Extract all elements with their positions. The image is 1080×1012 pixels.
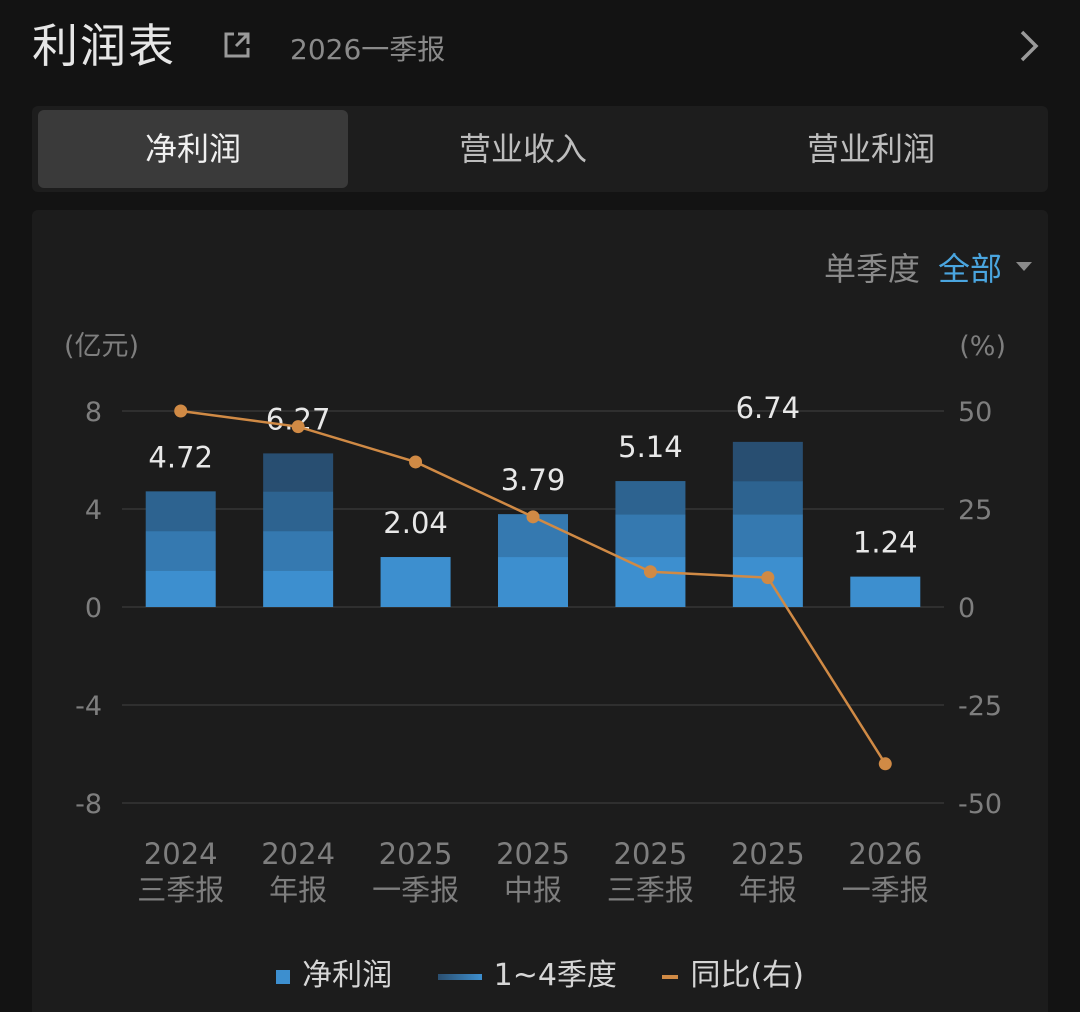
y-tick-right: 25 [958, 495, 992, 526]
page-title: 利润表 [32, 19, 176, 73]
y-tick-right: 0 [958, 593, 975, 624]
quarter-filter: 单季度 全部 [823, 244, 1032, 290]
chart-panel [32, 210, 1048, 1012]
bar-segment [732, 514, 803, 558]
legend-net-profit[interactable]: 净利润 [276, 950, 392, 994]
y-tick-left: 4 [85, 495, 102, 526]
bar-segment [263, 491, 334, 532]
legend-swatch-line [662, 974, 679, 979]
y-tick-right: -25 [958, 691, 1002, 722]
dropdown-caret-icon[interactable] [1016, 262, 1032, 271]
bar-value-label: 2.04 [383, 506, 448, 540]
bar-segment [263, 453, 334, 492]
tab-revenue[interactable]: 营业收入 [458, 130, 587, 168]
report-period: 2026一季报 [290, 33, 446, 66]
bar-segment [615, 514, 686, 558]
bar-value-label: 3.79 [501, 463, 566, 497]
bar-segment [263, 531, 334, 571]
x-tick-period: 年报 [269, 873, 327, 907]
y-tick-left: -4 [75, 691, 102, 722]
legend-swatch-bar [276, 969, 291, 984]
bar-segment [145, 531, 216, 571]
bar-segment [380, 557, 451, 607]
left-axis-unit: (亿元) [64, 331, 139, 362]
bar-segment [850, 576, 921, 607]
bar-value-label: 1.24 [853, 526, 918, 560]
chart-legend: 净利润 1~4季度 同比(右) [0, 950, 1080, 993]
x-tick-year: 2025 [379, 837, 453, 871]
bar-value-label: 4.72 [148, 440, 213, 474]
x-tick-period: 一季报 [842, 873, 929, 907]
yoy-point [878, 757, 892, 771]
filter-dropdown[interactable]: 全部 [937, 250, 1002, 288]
bar-value-label: 5.14 [618, 430, 683, 464]
x-tick-year: 2025 [614, 837, 688, 871]
bar-segment [615, 481, 686, 515]
legend-quarters[interactable]: 1~4季度 [437, 950, 617, 994]
header: 利润表 2026一季报 [0, 0, 1080, 92]
yoy-point [409, 455, 423, 469]
x-tick-period: 一季报 [372, 873, 459, 907]
x-tick-period: 三季报 [137, 873, 224, 907]
bar-segment [732, 481, 803, 515]
yoy-point [526, 510, 540, 524]
y-tick-left: 8 [85, 397, 102, 428]
right-axis-unit: (%) [959, 331, 1006, 362]
share-icon[interactable] [220, 28, 254, 62]
x-tick-year: 2024 [261, 837, 335, 871]
bar-segment [732, 441, 803, 482]
y-tick-left: 0 [85, 593, 102, 624]
x-tick-year: 2025 [496, 837, 570, 871]
bar-segment [145, 570, 216, 607]
yoy-point [643, 565, 657, 579]
x-tick-period: 年报 [739, 873, 797, 907]
x-tick-period: 中报 [504, 873, 562, 907]
legend-yoy[interactable]: 同比(右) [662, 950, 804, 994]
x-tick-year: 2025 [731, 837, 805, 871]
tab-net-profit[interactable]: 净利润 [38, 110, 348, 188]
yoy-point [174, 404, 188, 418]
bar-value-label: 6.74 [736, 391, 801, 425]
tab-operating-profit[interactable]: 营业利润 [806, 130, 935, 168]
y-tick-right: 50 [958, 397, 992, 428]
metric-tabs: 净利润 营业收入 营业利润 [32, 106, 1048, 192]
chevron-right-icon[interactable] [1012, 26, 1044, 66]
x-tick-period: 三季报 [607, 873, 694, 907]
yoy-point [291, 420, 305, 434]
yoy-point [761, 571, 775, 585]
bar-segment [615, 557, 686, 607]
filter-label: 单季度 [823, 250, 920, 288]
y-tick-right: -50 [958, 789, 1002, 820]
bar-segment [145, 491, 216, 532]
y-tick-left: -8 [75, 789, 102, 820]
bar-segment [263, 570, 334, 607]
x-tick-year: 2026 [848, 837, 922, 871]
bar-segment [498, 557, 568, 607]
legend-swatch-quarters [437, 973, 482, 980]
x-tick-year: 2024 [144, 837, 218, 871]
